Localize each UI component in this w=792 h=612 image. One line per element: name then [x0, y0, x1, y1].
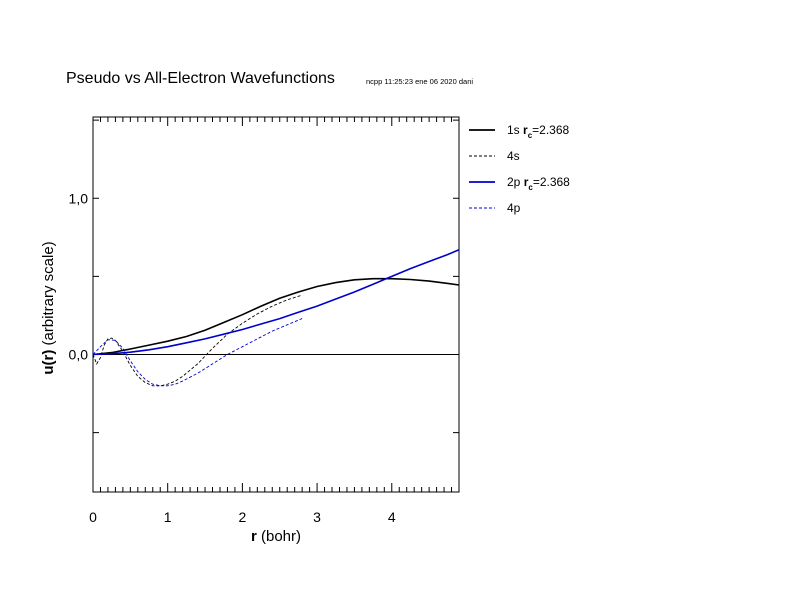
legend-label-4s: 4s [507, 149, 520, 163]
legend-label-2p: 2p rc=2.368 [507, 175, 570, 192]
chart-title: Pseudo vs All-Electron Wavefunctions [66, 70, 335, 87]
series-line-1s [92, 277, 460, 356]
legend: 1s rc=2.368 4s 2p rc=2.368 4p [469, 123, 570, 215]
y-axis-label-bold: u(r) [40, 350, 57, 375]
x-tick-label: 2 [238, 509, 246, 525]
y-axis-label-scale: (arbitrary scale) [40, 241, 57, 349]
x-tick-label: 3 [313, 509, 321, 525]
series-line-4p [92, 318, 303, 387]
y-tick-label: 1,0 [69, 190, 89, 206]
x-tick-label: 0 [89, 509, 97, 525]
chart-subtitle: ncpp 11:25:23 ene 06 2020 dani [366, 77, 473, 86]
y-ticks: 0,0 1,0 [69, 119, 459, 434]
x-ticks: 0 1 2 3 4 [89, 117, 460, 525]
legend-label-4p: 4p [507, 201, 521, 215]
x-axis-label: r (bohr) [251, 528, 301, 545]
y-tick-label: 0,0 [69, 347, 89, 363]
series-group [92, 249, 460, 387]
x-axis-label-bold: r [251, 528, 257, 545]
y-axis-label: u(r) (arbitrary scale) [40, 241, 57, 374]
x-tick-label: 1 [164, 509, 172, 525]
x-axis-label-unit: (bohr) [257, 528, 301, 545]
plot-frame [92, 116, 460, 493]
legend-label-1s: 1s rc=2.368 [507, 123, 570, 140]
x-tick-label: 4 [388, 509, 396, 525]
series-line-2p [92, 249, 460, 356]
